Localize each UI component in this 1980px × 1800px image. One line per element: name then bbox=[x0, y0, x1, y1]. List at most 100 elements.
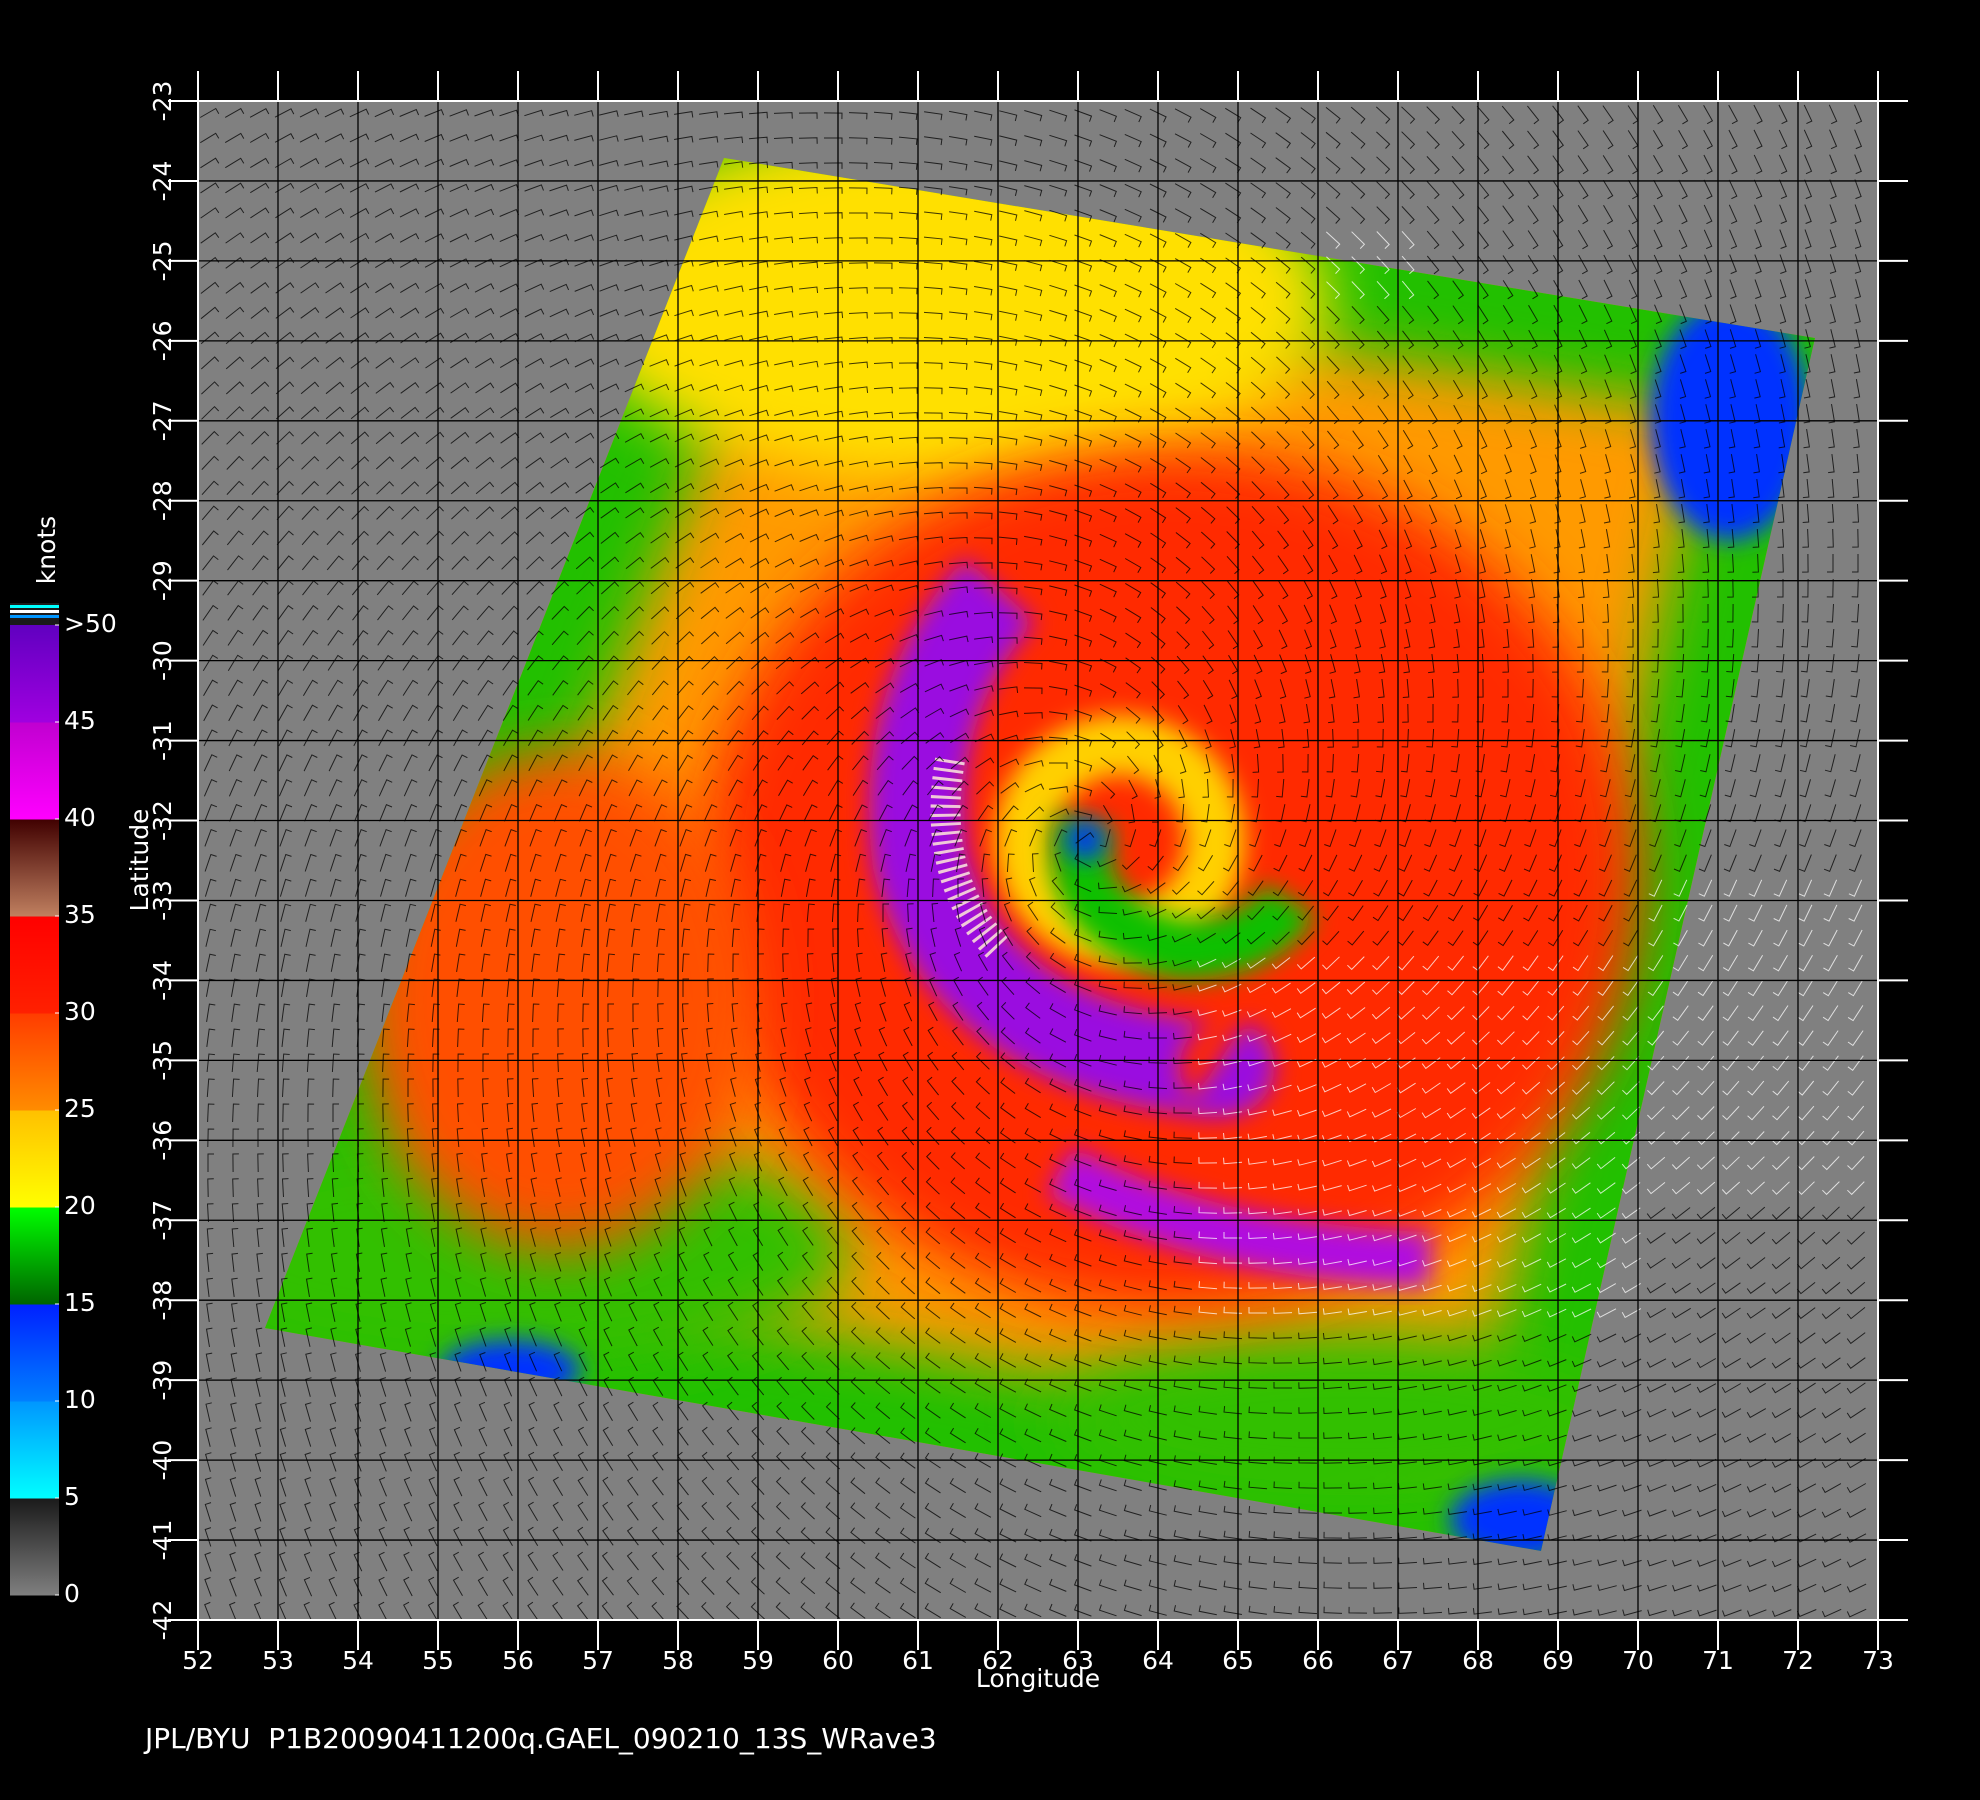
wind-barb bbox=[230, 1427, 237, 1447]
wind-barb bbox=[825, 1427, 840, 1445]
wind-barb bbox=[1024, 1178, 1042, 1193]
wind-barb bbox=[474, 332, 495, 343]
wind-barb bbox=[1648, 929, 1663, 947]
wind-barb bbox=[400, 382, 420, 394]
colorbar-cap-stripe bbox=[10, 605, 59, 608]
wind-barb bbox=[478, 779, 493, 797]
wind-barb bbox=[1649, 829, 1662, 848]
wind-barb bbox=[799, 435, 819, 442]
wind-barb bbox=[1497, 955, 1514, 972]
wind-barb bbox=[729, 828, 742, 847]
wind-barb bbox=[1828, 429, 1835, 449]
wind-barb bbox=[1098, 1204, 1117, 1217]
wind-barb bbox=[253, 1601, 262, 1620]
wind-barb bbox=[1671, 1458, 1692, 1468]
wind-barb bbox=[726, 1451, 740, 1471]
wind-barb bbox=[827, 1176, 839, 1196]
wind-barb bbox=[1672, 955, 1689, 972]
wind-barb bbox=[577, 1551, 589, 1571]
wind-barb bbox=[1746, 1584, 1767, 1593]
wind-barb bbox=[1653, 279, 1663, 300]
wind-barb bbox=[924, 1402, 941, 1419]
wind-barb bbox=[602, 704, 619, 721]
wind-barb bbox=[1453, 629, 1460, 649]
wind-barb bbox=[1124, 133, 1142, 148]
wind-barb bbox=[549, 358, 570, 368]
wind-barb bbox=[1425, 779, 1436, 798]
wind-barb bbox=[1151, 705, 1165, 725]
wind-barb bbox=[1828, 404, 1836, 424]
wind-barb bbox=[1298, 1606, 1318, 1615]
wind-barb bbox=[330, 878, 342, 897]
wind-barb bbox=[1177, 680, 1190, 700]
wind-barb bbox=[901, 755, 919, 770]
wind-barb bbox=[702, 754, 719, 771]
wind-barb bbox=[701, 1551, 715, 1571]
wind-barb bbox=[1379, 554, 1388, 575]
wind-barb bbox=[1053, 829, 1068, 847]
wind-barb bbox=[279, 804, 293, 822]
wind-barb bbox=[506, 1127, 513, 1147]
wind-barb bbox=[654, 1177, 662, 1197]
wind-barb bbox=[999, 1303, 1017, 1318]
wind-barb bbox=[1350, 779, 1360, 798]
wind-barb bbox=[1024, 510, 1043, 521]
wind-barb bbox=[999, 1152, 1016, 1169]
wind-barb bbox=[806, 903, 815, 923]
wind-barb bbox=[577, 1501, 589, 1521]
wind-barb bbox=[1452, 230, 1465, 250]
wind-barb bbox=[576, 1601, 589, 1620]
wind-barb bbox=[1223, 1157, 1243, 1165]
wind-barb bbox=[279, 1502, 287, 1522]
wind-barb bbox=[1025, 977, 1041, 995]
wind-barb bbox=[624, 209, 644, 217]
wind-barb bbox=[1753, 454, 1760, 474]
wind-barb bbox=[304, 828, 317, 847]
wind-barb bbox=[855, 977, 862, 997]
wind-barb bbox=[1348, 1482, 1368, 1489]
wind-barb bbox=[1302, 530, 1314, 550]
wind-barb bbox=[777, 1251, 789, 1271]
wind-barb bbox=[305, 903, 317, 922]
wind-barb bbox=[1477, 180, 1490, 200]
wind-barb bbox=[1696, 1383, 1717, 1393]
wind-barb bbox=[1425, 754, 1435, 773]
wind-barb bbox=[1621, 1257, 1641, 1269]
wind-barb bbox=[675, 557, 695, 569]
wind-barb bbox=[1827, 528, 1834, 548]
wind-barb bbox=[554, 1252, 562, 1272]
wind-barb bbox=[1149, 233, 1167, 248]
wind-barb bbox=[256, 1003, 266, 1022]
wind-barb bbox=[506, 953, 516, 972]
wind-barb bbox=[1853, 429, 1860, 449]
wind-barb bbox=[1422, 1309, 1442, 1317]
wind-barb bbox=[1376, 156, 1391, 174]
wind-barb bbox=[824, 583, 845, 593]
wind-barb bbox=[1821, 1508, 1842, 1518]
wind-barb bbox=[1596, 1257, 1616, 1269]
wind-barb bbox=[949, 186, 968, 196]
wind-barb bbox=[1726, 628, 1734, 648]
wind-barb bbox=[1223, 1232, 1242, 1239]
wind-barb bbox=[502, 1501, 513, 1522]
wind-barb bbox=[1521, 1258, 1542, 1268]
wind-barb bbox=[280, 928, 291, 947]
wind-barb bbox=[305, 1352, 312, 1372]
wind-barb bbox=[701, 680, 719, 696]
wind-barb bbox=[703, 804, 718, 822]
wind-barb bbox=[529, 828, 542, 847]
wind-barb bbox=[1596, 1182, 1616, 1194]
wind-barb bbox=[1222, 1083, 1242, 1091]
wind-barb bbox=[1671, 1282, 1691, 1294]
wind-barb bbox=[1278, 604, 1289, 625]
wind-barb bbox=[1754, 254, 1762, 274]
wind-barb bbox=[873, 111, 893, 120]
wind-barb bbox=[603, 1351, 613, 1372]
wind-barb bbox=[1654, 354, 1662, 374]
wind-barb bbox=[924, 211, 943, 221]
wind-barb bbox=[850, 1477, 866, 1495]
wind-barb bbox=[1697, 1559, 1717, 1567]
wind-barb bbox=[200, 331, 220, 345]
wind-barb bbox=[1378, 529, 1388, 550]
wind-barb bbox=[1152, 730, 1164, 750]
